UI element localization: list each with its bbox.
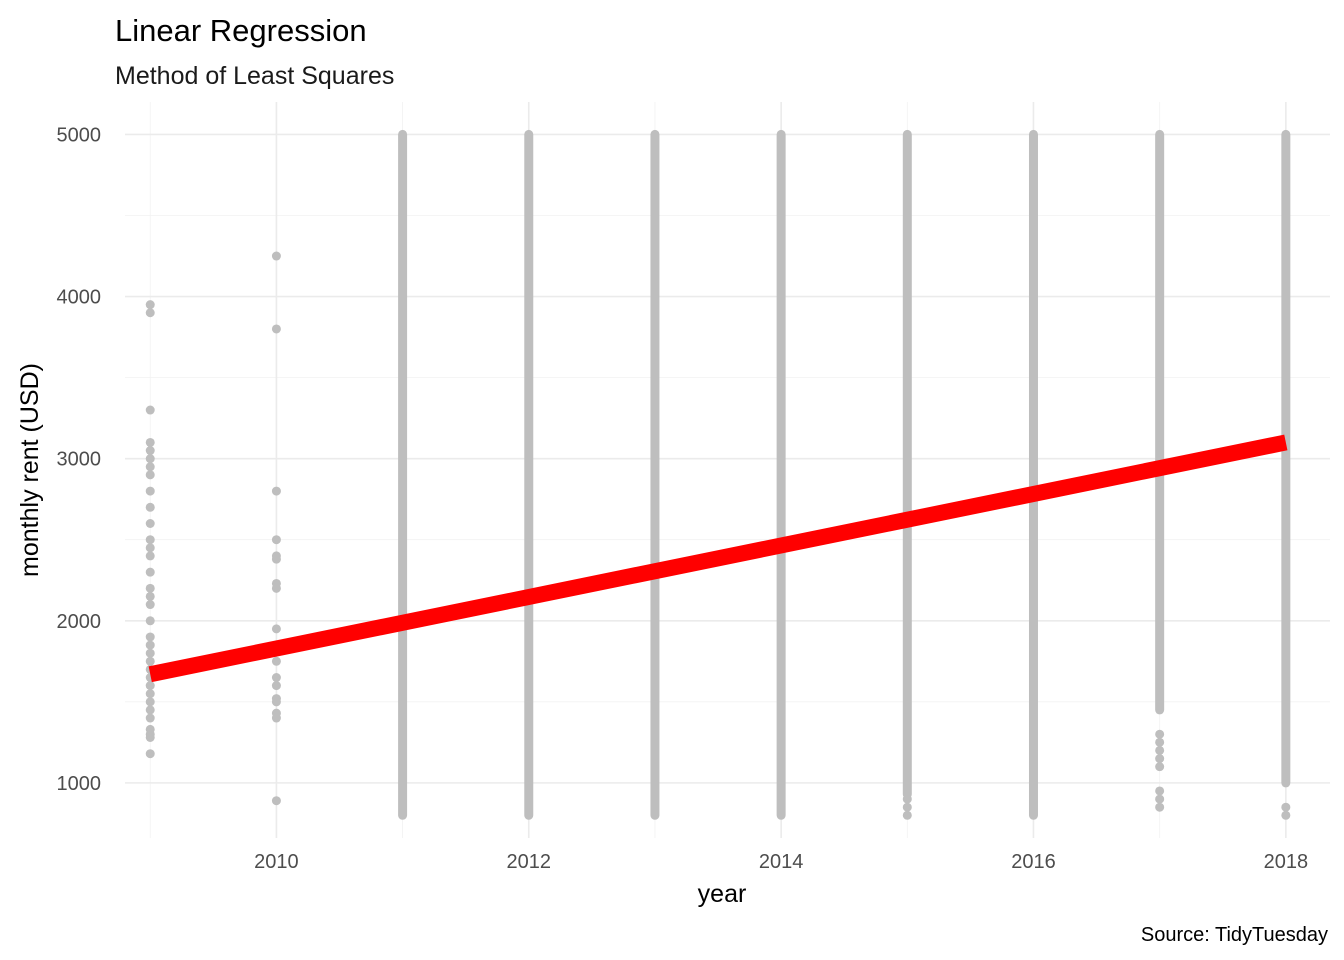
- y-axis: 1000 2000 3000 4000 5000: [57, 124, 102, 794]
- data-point: [145, 486, 155, 496]
- data-point: [1155, 794, 1165, 804]
- data-point: [145, 502, 155, 512]
- data-point: [1155, 737, 1165, 747]
- x-tick-label: 2014: [759, 851, 804, 873]
- data-point: [1155, 786, 1165, 796]
- chart-caption: Source: TidyTuesday: [1141, 924, 1328, 946]
- data-point: [1155, 802, 1165, 812]
- x-tick-label: 2012: [507, 851, 552, 873]
- data-point: [145, 535, 155, 545]
- x-axis: 2010 2012 2014 2016 2018: [254, 851, 1308, 873]
- data-point: [145, 697, 155, 707]
- data-point: [145, 300, 155, 310]
- x-axis-title: year: [698, 880, 747, 908]
- data-point: [145, 518, 155, 528]
- data-point: [271, 324, 281, 334]
- chart-subtitle: Method of Least Squares: [115, 62, 394, 90]
- data-point: [1155, 729, 1165, 739]
- data-point: [271, 656, 281, 666]
- y-tick-label: 4000: [57, 287, 102, 309]
- data-point: [271, 486, 281, 496]
- data-point: [145, 551, 155, 561]
- data-point: [145, 446, 155, 456]
- x-tick-label: 2016: [1011, 851, 1056, 873]
- data-point: [145, 749, 155, 759]
- data-point: [145, 689, 155, 699]
- data-point: [145, 543, 155, 553]
- regression-line-group: [148, 434, 1288, 683]
- x-tick-label: 2018: [1264, 851, 1309, 873]
- data-point: [145, 656, 155, 666]
- y-axis-title: monthly rent (USD): [16, 363, 44, 577]
- y-tick-label: 3000: [57, 449, 102, 471]
- data-point: [271, 578, 281, 588]
- data-point: [1155, 762, 1165, 772]
- data-point: [271, 551, 281, 561]
- data-point: [145, 405, 155, 415]
- y-tick-label: 2000: [57, 611, 102, 633]
- data-point: [271, 796, 281, 806]
- data-point: [145, 462, 155, 472]
- data-point: [145, 681, 155, 691]
- data-point: [145, 640, 155, 650]
- data-point: [1155, 745, 1165, 755]
- regression-line: [148, 434, 1288, 683]
- scatter-points: [145, 129, 1291, 820]
- data-point: [271, 673, 281, 683]
- data-point: [145, 591, 155, 601]
- data-point: [145, 705, 155, 715]
- data-point: [145, 308, 155, 318]
- data-point: [271, 535, 281, 545]
- data-point: [1281, 802, 1291, 812]
- data-point: [145, 583, 155, 593]
- data-point: [1155, 754, 1165, 764]
- data-point: [145, 648, 155, 658]
- data-point: [902, 802, 912, 812]
- data-point: [145, 470, 155, 480]
- data-point: [145, 616, 155, 626]
- data-point: [145, 454, 155, 464]
- data-point: [271, 681, 281, 691]
- data-point: [145, 437, 155, 447]
- data-point: [1281, 810, 1291, 820]
- y-tick-label: 5000: [57, 124, 102, 146]
- data-point: [902, 810, 912, 820]
- x-tick-label: 2010: [254, 851, 299, 873]
- data-point: [145, 600, 155, 610]
- data-point: [271, 708, 281, 718]
- data-point: [145, 632, 155, 642]
- y-tick-label: 1000: [57, 773, 102, 795]
- data-point: [145, 724, 155, 734]
- data-point: [271, 624, 281, 634]
- data-point: [145, 713, 155, 723]
- data-point: [902, 794, 912, 804]
- data-point: [145, 567, 155, 577]
- data-point: [271, 251, 281, 261]
- chart-title: Linear Regression: [115, 13, 367, 48]
- data-point: [271, 694, 281, 704]
